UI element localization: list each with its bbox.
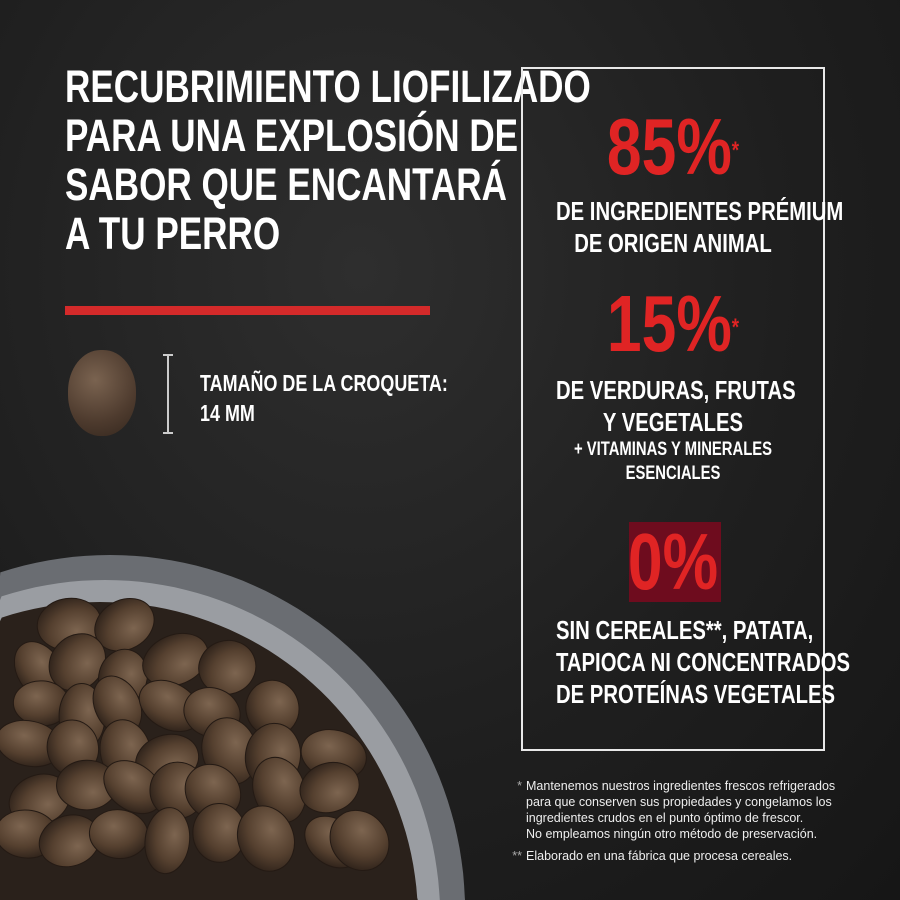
kibble bbox=[144, 807, 191, 875]
stat-line: DE ORIGEN ANIMAL bbox=[574, 228, 772, 258]
headline: RECUBRIMIENTO LIOFILIZADO PARA UNA EXPLO… bbox=[65, 62, 591, 258]
stat-line: TAPIOCA NI CONCENTRADOS bbox=[556, 647, 851, 677]
stat-extra: ESENCIALES bbox=[625, 463, 721, 484]
footnote-line: Elaborado en una fábrica que procesa cer… bbox=[526, 849, 793, 863]
stat-line: DE VERDURAS, FRUTAS bbox=[556, 375, 796, 405]
kibble bbox=[198, 639, 257, 695]
stat-85: 85%* DE INGREDIENTES PRÉMIUM DE ORIGEN A… bbox=[523, 102, 844, 259]
headline-line: SABOR QUE ENCANTARÁ bbox=[65, 159, 508, 210]
stat-line: Y VEGETALES bbox=[602, 407, 744, 437]
stat-line: DE PROTEÍNAS VEGETALES bbox=[556, 679, 836, 709]
kibble bbox=[299, 761, 360, 814]
zero-highlight bbox=[629, 522, 721, 602]
kibble-size-value: 14 MM bbox=[200, 400, 255, 426]
kibble bbox=[236, 805, 295, 872]
size-bracket bbox=[163, 354, 173, 434]
kibble-size-label: TAMAÑO DE LA CROQUETA: bbox=[200, 370, 448, 396]
footnote-line: ingredientes crudos en el punto óptimo d… bbox=[526, 811, 804, 825]
stat-line: DE INGREDIENTES PRÉMIUM bbox=[556, 196, 844, 226]
headline-line: RECUBRIMIENTO LIOFILIZADO bbox=[65, 61, 591, 112]
kibble bbox=[142, 632, 209, 687]
stat-value: 0% bbox=[627, 517, 719, 606]
red-divider bbox=[65, 306, 430, 315]
stats-box: 85%* DE INGREDIENTES PRÉMIUM DE ORIGEN A… bbox=[521, 67, 851, 751]
stat-extra: + VITAMINAS Y MINERALES bbox=[573, 439, 773, 460]
kibble-image bbox=[68, 350, 136, 436]
headline-line: A TU PERRO bbox=[65, 208, 281, 259]
footnote-line: para que conserven sus propiedades y con… bbox=[526, 795, 832, 809]
food-bowl-image bbox=[0, 555, 465, 900]
footnote: * Mantenemos nuestros ingredientes fresc… bbox=[517, 779, 836, 841]
stat-15: 15%* DE VERDURAS, FRUTAS Y VEGETALES + V… bbox=[523, 284, 823, 486]
stat-line: SIN CEREALES**, PATATA, bbox=[556, 615, 814, 645]
footnote-line: No empleamos ningún otro método de prese… bbox=[526, 827, 818, 841]
kibble bbox=[329, 809, 390, 872]
kibble-size: TAMAÑO DE LA CROQUETA: 14 MM bbox=[200, 368, 448, 428]
stat-value: 85%* bbox=[606, 102, 740, 191]
stat-value: 15%* bbox=[606, 279, 740, 368]
stat-0: 0% SIN CEREALES**, PATATA, TAPIOCA NI CO… bbox=[523, 517, 851, 710]
footnote-line: Mantenemos nuestros ingredientes frescos… bbox=[526, 779, 836, 793]
footnote: ** Elaborado en una fábrica que procesa … bbox=[512, 849, 793, 863]
headline-line: PARA UNA EXPLOSIÓN DE bbox=[65, 110, 519, 161]
footnotes: * Mantenemos nuestros ingredientes fresc… bbox=[510, 778, 835, 864]
